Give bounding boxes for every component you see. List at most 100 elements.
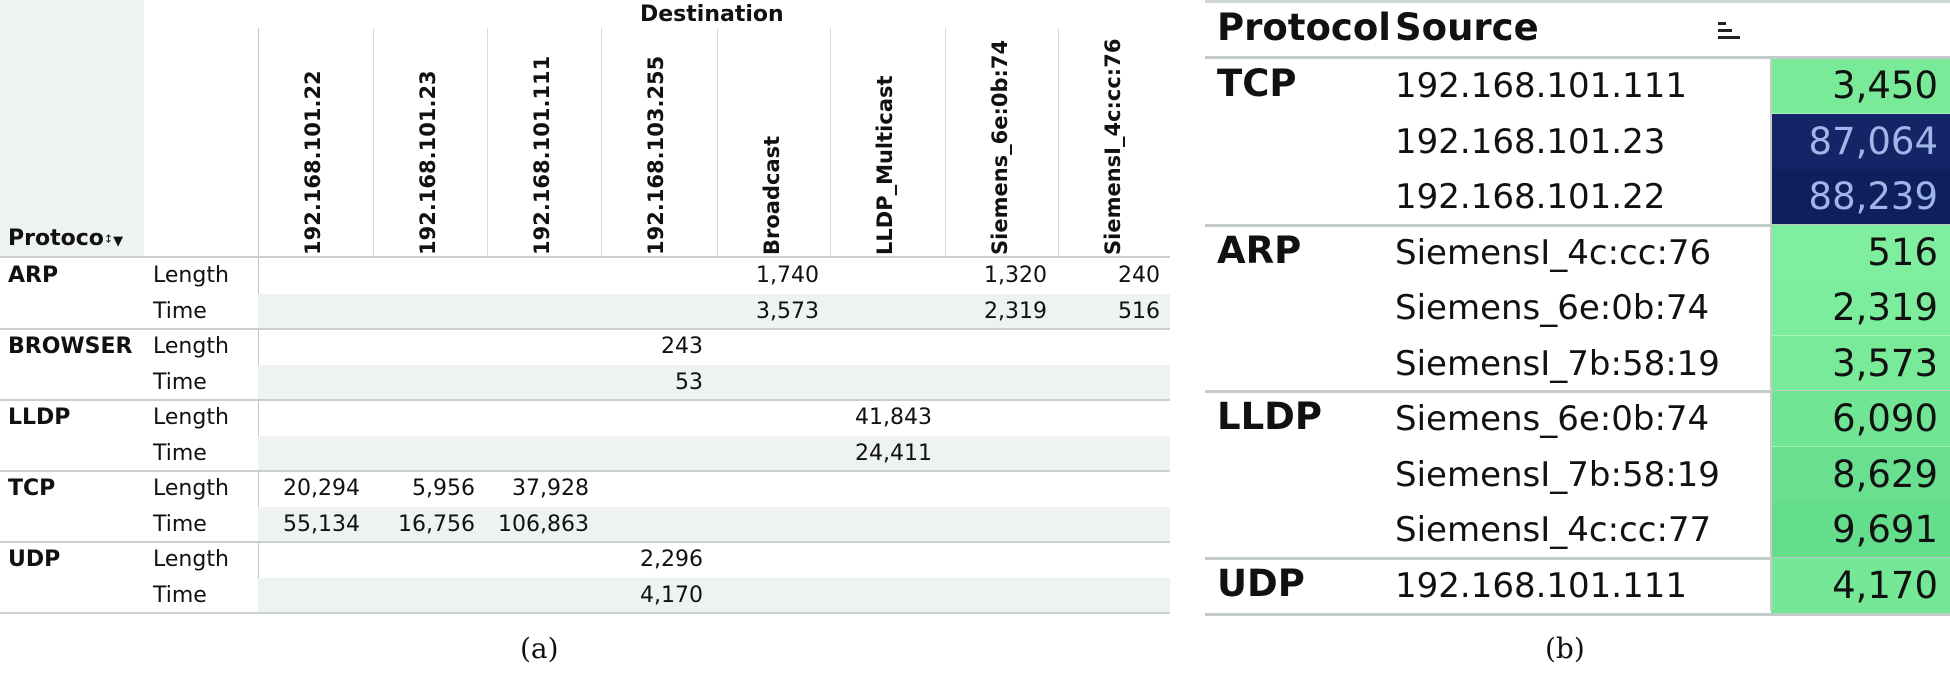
source-label: 192.168.101.23 bbox=[1395, 121, 1666, 162]
protocol-label: LLDP bbox=[1217, 395, 1322, 438]
table-cell: 41,843 bbox=[855, 405, 932, 430]
table-cell: 2,319 bbox=[984, 299, 1047, 324]
sort-icon: ↕ bbox=[103, 232, 114, 246]
metric-label: Time bbox=[153, 512, 207, 537]
column-header: SiemensI_4c:cc:76 bbox=[1101, 38, 1125, 255]
protocol-label: ARP bbox=[1217, 228, 1302, 272]
value-cell: 516 bbox=[1771, 224, 1950, 281]
value-cell: 8,629 bbox=[1771, 446, 1950, 503]
protocol-sort-header[interactable]: Protoco↕▼ bbox=[8, 226, 124, 251]
column-divider bbox=[1058, 28, 1059, 256]
table-cell: 3,573 bbox=[756, 299, 819, 324]
protocol-label: TCP bbox=[8, 476, 56, 501]
value-cell: 3,573 bbox=[1771, 335, 1950, 392]
header-rule bbox=[1205, 56, 1950, 59]
column-header: Siemens_6e:0b:74 bbox=[988, 39, 1012, 255]
value-divider bbox=[1770, 56, 1772, 611]
source-label: 192.168.101.111 bbox=[1395, 66, 1688, 106]
row-band bbox=[258, 294, 1170, 328]
group-rule bbox=[0, 541, 1170, 543]
group-rule bbox=[0, 399, 1170, 401]
source-header: Source bbox=[1395, 6, 1539, 49]
table-cell: 37,928 bbox=[512, 476, 589, 501]
value-cell: 87,064 bbox=[1771, 113, 1950, 170]
column-header: Broadcast bbox=[760, 135, 784, 255]
value-cell: 2,319 bbox=[1771, 280, 1950, 336]
group-rule bbox=[1205, 390, 1950, 393]
source-label: SiemensI_7b:58:19 bbox=[1395, 454, 1720, 495]
table-cell: 516 bbox=[1118, 299, 1160, 324]
group-rule bbox=[0, 612, 1170, 614]
destination-title: Destination bbox=[640, 2, 784, 27]
caption-b: (b) bbox=[1545, 632, 1585, 665]
row-band bbox=[258, 365, 1170, 399]
group-rule bbox=[0, 328, 1170, 330]
table-cell: 16,756 bbox=[398, 512, 475, 537]
protocol-label: TCP bbox=[1217, 62, 1297, 105]
table-cell: 106,863 bbox=[498, 512, 589, 537]
protocol-header: Protocol bbox=[1217, 6, 1391, 49]
source-label: SiemensI_7b:58:19 bbox=[1395, 343, 1720, 384]
metric-label: Time bbox=[153, 583, 207, 608]
source-label: SiemensI_4c:cc:76 bbox=[1395, 232, 1712, 273]
metric-label: Time bbox=[153, 441, 207, 466]
metric-label: Length bbox=[153, 547, 229, 572]
caption-a: (a) bbox=[520, 632, 559, 665]
row-band bbox=[258, 507, 1170, 541]
top-rule bbox=[1205, 0, 1950, 3]
value-cell: 4,170 bbox=[1771, 557, 1950, 614]
row-band bbox=[258, 578, 1170, 612]
column-divider bbox=[601, 28, 602, 256]
source-label: Siemens_6e:0b:74 bbox=[1395, 288, 1710, 328]
source-label: 192.168.101.111 bbox=[1395, 565, 1688, 606]
value-cell: 88,239 bbox=[1771, 169, 1950, 225]
column-header: 192.168.101.111 bbox=[530, 55, 554, 255]
chevron-down-icon: ▼ bbox=[113, 234, 124, 249]
table-cell: 2,296 bbox=[640, 547, 703, 572]
metric-label: Length bbox=[153, 405, 229, 430]
protocol-label: BROWSER bbox=[8, 334, 133, 359]
column-divider bbox=[717, 28, 718, 256]
table-cell: 53 bbox=[675, 370, 703, 395]
protocol-label: LLDP bbox=[8, 405, 71, 430]
column-header: 192.168.103.255 bbox=[644, 55, 668, 255]
sort-bars-icon[interactable] bbox=[1718, 22, 1740, 46]
protocol-label: ARP bbox=[8, 263, 59, 288]
table-cell: 243 bbox=[661, 334, 703, 359]
table-cell: 1,320 bbox=[984, 263, 1047, 288]
table-cell: 55,134 bbox=[283, 512, 360, 537]
metric-label: Time bbox=[153, 299, 207, 324]
table-cell: 4,170 bbox=[640, 583, 703, 608]
group-rule bbox=[1205, 223, 1950, 227]
source-label: Siemens_6e:0b:74 bbox=[1395, 399, 1710, 439]
group-rule bbox=[1205, 556, 1950, 560]
column-divider bbox=[373, 28, 374, 256]
table-cell: 5,956 bbox=[412, 476, 475, 501]
column-divider bbox=[487, 28, 488, 256]
source-label: 192.168.101.22 bbox=[1395, 177, 1666, 217]
bottom-rule bbox=[1205, 613, 1950, 616]
metric-label: Time bbox=[153, 370, 207, 395]
value-cell: 3,450 bbox=[1771, 58, 1950, 114]
metric-label: Length bbox=[153, 263, 229, 288]
protocol-label: UDP bbox=[1217, 561, 1305, 605]
metric-label: Length bbox=[153, 476, 229, 501]
protocol-label: UDP bbox=[8, 547, 61, 572]
source-label: SiemensI_4c:cc:77 bbox=[1395, 510, 1712, 550]
panel-a-crosstab: Destination Protoco↕▼ 192.168.101.22 192.… bbox=[0, 0, 1170, 665]
table-cell: 24,411 bbox=[855, 441, 932, 466]
column-divider bbox=[830, 28, 831, 256]
panel-b-highlight-table: Protocol Source TCP 192.168.101.111 3,450 1… bbox=[1205, 0, 1950, 665]
value-cell: 9,691 bbox=[1771, 502, 1950, 558]
group-rule bbox=[0, 470, 1170, 472]
header-corner-metric bbox=[144, 0, 258, 256]
table-cell: 240 bbox=[1118, 263, 1160, 288]
row-band bbox=[258, 436, 1170, 470]
column-divider bbox=[945, 28, 946, 256]
value-cell: 6,090 bbox=[1771, 391, 1950, 447]
table-cell: 1,740 bbox=[756, 263, 819, 288]
table-cell: 20,294 bbox=[283, 476, 360, 501]
column-header: LLDP_Multicast bbox=[873, 75, 897, 255]
metric-label: Length bbox=[153, 334, 229, 359]
column-header: 192.168.101.22 bbox=[301, 70, 325, 255]
